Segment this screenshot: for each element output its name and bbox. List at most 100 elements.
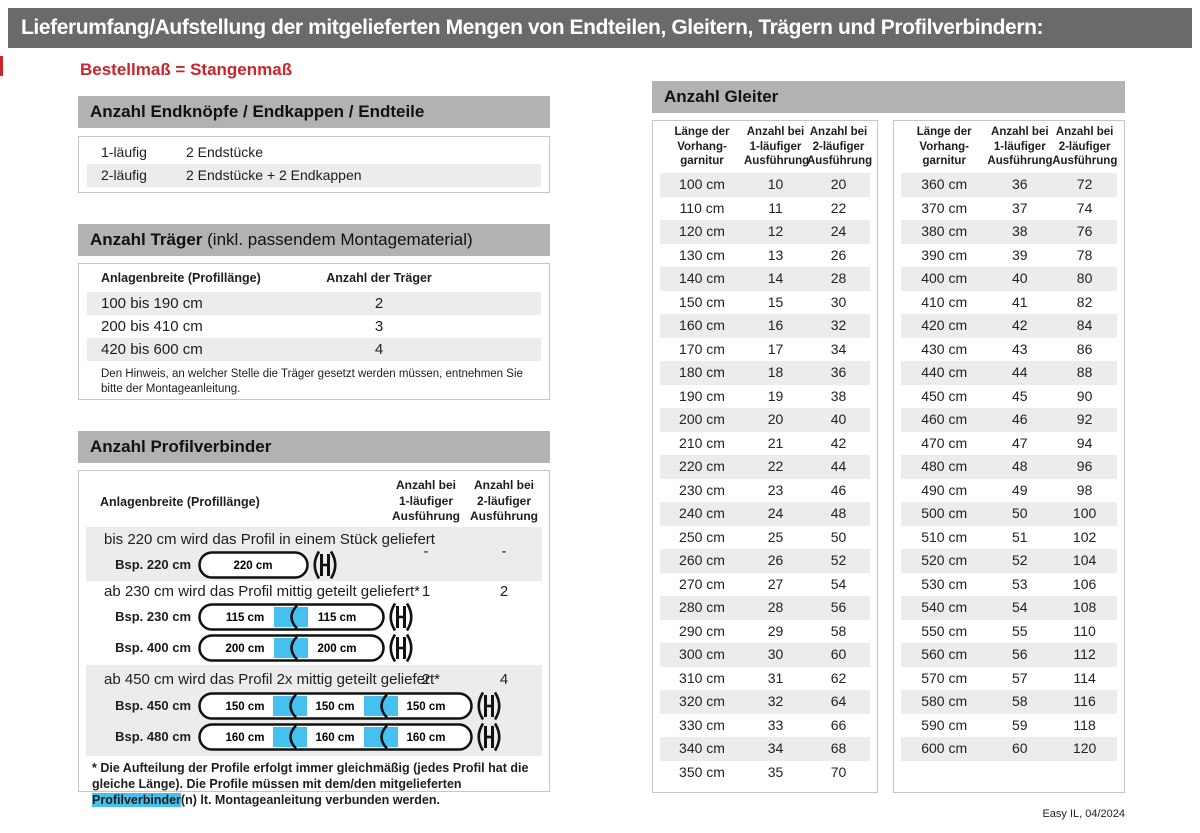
pv-group-230-val2: 2 xyxy=(499,583,509,600)
profile-rod-diagram: 220 cm xyxy=(198,550,337,580)
gleiter-2run-cell: 44 xyxy=(830,458,847,474)
pv-col-width: Anlagenbreite (Profillänge) xyxy=(100,495,260,509)
gleiter-row: 500 cm 50 100 xyxy=(901,502,1117,526)
order-size-note: Bestellmaß = Stangenmaß xyxy=(80,60,293,79)
gleiter-1run-cell: 60 xyxy=(1012,740,1028,756)
gleiter-row: 200 cm 20 40 xyxy=(660,408,870,432)
gleiter-1run-cell: 38 xyxy=(1012,223,1028,239)
endteile-table: 1-läufig 2 Endstücke 2-läufig 2 Endstück… xyxy=(78,136,550,193)
gleiter-2run-cell: 82 xyxy=(1076,293,1093,310)
traeger-count-cell: 2 xyxy=(374,295,384,312)
profile-rod xyxy=(198,723,473,751)
gleiter-length-cell: 260 cm xyxy=(679,552,725,568)
gleiter-row: 240 cm 24 48 xyxy=(660,502,870,526)
pv-group-220: bis 220 cm wird das Profil in einem Stüc… xyxy=(86,527,542,581)
gleiter-1run-cell: 19 xyxy=(767,387,784,404)
gleiter-2run-cell: 38 xyxy=(830,387,847,404)
gleiter-2run-cell: 26 xyxy=(830,246,847,263)
gleiter-length-cell: 340 cm xyxy=(679,740,725,756)
gleiter-2run-cell: 48 xyxy=(830,505,847,521)
traeger-range-cell: 420 bis 600 cm xyxy=(101,341,203,358)
gleiter-1run-cell: 33 xyxy=(767,716,784,733)
gleiter-2run-cell: 118 xyxy=(1073,716,1096,733)
gleiter-1run-cell: 24 xyxy=(767,505,784,521)
gleiter-1run-cell: 36 xyxy=(1012,176,1028,192)
gleiter-2run-cell: 108 xyxy=(1072,599,1097,615)
gleiter-length-cell: 390 cm xyxy=(921,246,968,263)
gleiter-row: 330 cm 33 66 xyxy=(660,714,870,738)
gleiter-length-cell: 530 cm xyxy=(921,575,968,592)
gleiter-1run-cell: 25 xyxy=(767,528,784,545)
endteile-row: 2-läufig 2 Endstücke + 2 Endkappen xyxy=(87,164,541,187)
gleiter-2run-cell: 56 xyxy=(830,599,847,615)
gleiter-2run-cell: 116 xyxy=(1073,693,1096,709)
rod-segment-label: 200 cm xyxy=(225,643,264,655)
gleiter-1run-cell: 22 xyxy=(767,458,784,474)
profile-rod-diagram: 160 cm 160 cm 160 cm xyxy=(198,722,501,752)
gleiter-2run-cell: 78 xyxy=(1076,246,1093,263)
gleiter-row: 420 cm 42 84 xyxy=(901,314,1117,338)
endteile-rows: 1-läufig 2 Endstücke 2-läufig 2 Endstück… xyxy=(87,141,541,187)
segment-cap-arc xyxy=(290,604,298,630)
gleiter-2run-cell: 66 xyxy=(830,716,847,733)
gleiter-1run-cell: 12 xyxy=(767,223,784,239)
gleiter-row: 400 cm 40 80 xyxy=(901,267,1117,291)
gleiter-row: 560 cm 56 112 xyxy=(901,643,1117,667)
gleiter-length-cell: 510 cm xyxy=(921,528,968,545)
gleiter-2run-cell: 98 xyxy=(1076,481,1093,498)
page-title: Lieferumfang/Aufstellung der mitgeliefer… xyxy=(8,8,1192,48)
gleiter-1run-cell: 20 xyxy=(767,411,784,427)
gleiter-length-cell: 480 cm xyxy=(921,458,968,474)
gleiter-length-cell: 180 cm xyxy=(679,364,725,380)
gleiter-1run-cell: 16 xyxy=(767,317,784,333)
gleiter-1run-cell: 37 xyxy=(1012,199,1028,216)
profile-rod xyxy=(198,551,309,579)
gleiter-2run-cell: 120 xyxy=(1072,740,1097,756)
rod-segment-label: 115 cm xyxy=(318,612,356,624)
pv-footnote: * Die Aufteilung der Profile erfolgt imm… xyxy=(92,760,538,808)
gleiter-length-cell: 220 cm xyxy=(679,458,725,474)
gleiter-row: 110 cm 11 22 xyxy=(660,197,870,221)
section-heading-endteile: Anzahl Endknöpfe / Endkappen / Endteile xyxy=(78,96,550,128)
gleiter-2run-cell: 54 xyxy=(830,575,847,592)
gleiter-length-cell: 570 cm xyxy=(921,669,968,686)
gleiter-col-1run: Anzahl bei 1-läufiger Ausführung xyxy=(987,125,1053,168)
gleiter-length-cell: 150 cm xyxy=(679,293,725,310)
rod-example-label: Bsp. 400 cm xyxy=(115,640,191,655)
gleiter-row: 450 cm 45 90 xyxy=(901,385,1117,409)
gleiter-length-cell: 200 cm xyxy=(679,411,725,427)
gleiter-2run-cell: 72 xyxy=(1076,176,1093,192)
gleiter-2run-cell: 80 xyxy=(1076,270,1093,286)
gleiter-row: 140 cm 14 28 xyxy=(660,267,870,291)
gleiter-1run-cell: 28 xyxy=(767,599,784,615)
pv-group-450-text: ab 450 cm wird das Profil 2x mittig gete… xyxy=(104,671,440,688)
gleiter-1run-cell: 59 xyxy=(1012,716,1028,733)
gleiter-2run-cell: 76 xyxy=(1076,223,1093,239)
gleiter-header-row: Länge der Vorhang- garnitur Anzahl bei 1… xyxy=(901,121,1118,173)
gleiter-2run-cell: 50 xyxy=(830,528,847,545)
gleiter-length-cell: 380 cm xyxy=(921,223,968,239)
endteile-row: 1-läufig 2 Endstücke xyxy=(87,141,541,164)
segment-cap-arc xyxy=(289,693,297,719)
gleiter-row: 460 cm 46 92 xyxy=(901,408,1117,432)
pv-group-220-text: bis 220 cm wird das Profil in einem Stüc… xyxy=(104,531,435,548)
gleiter-length-cell: 190 cm xyxy=(679,387,725,404)
traeger-table: Anlagenbreite (Profillänge) Anzahl der T… xyxy=(78,263,550,400)
gleiter-2run-cell: 100 xyxy=(1072,505,1097,521)
gleiter-row: 160 cm 16 32 xyxy=(660,314,870,338)
gleiter-2run-cell: 84 xyxy=(1076,317,1093,333)
gleiter-2run-cell: 70 xyxy=(830,763,847,780)
traeger-row: 100 bis 190 cm 2 xyxy=(87,292,541,315)
gleiter-2run-cell: 46 xyxy=(830,481,847,498)
profile-rod-diagram: 200 cm 200 cm xyxy=(198,633,413,663)
rod-example-label: Bsp. 230 cm xyxy=(115,609,191,624)
gleiter-2run-cell: 110 xyxy=(1073,622,1096,639)
pv-footnote-before: * Die Aufteilung der Profile erfolgt imm… xyxy=(92,761,529,791)
gleiter-2run-cell: 28 xyxy=(830,270,847,286)
gleiter-row: 270 cm 27 54 xyxy=(660,573,870,597)
gleiter-row: 300 cm 30 60 xyxy=(660,643,870,667)
gleiter-length-cell: 580 cm xyxy=(921,693,968,709)
gleiter-row: 410 cm 41 82 xyxy=(901,291,1117,315)
gleiter-row: 440 cm 44 88 xyxy=(901,361,1117,385)
traeger-note: Den Hinweis, an welcher Stelle die Träge… xyxy=(101,368,523,395)
